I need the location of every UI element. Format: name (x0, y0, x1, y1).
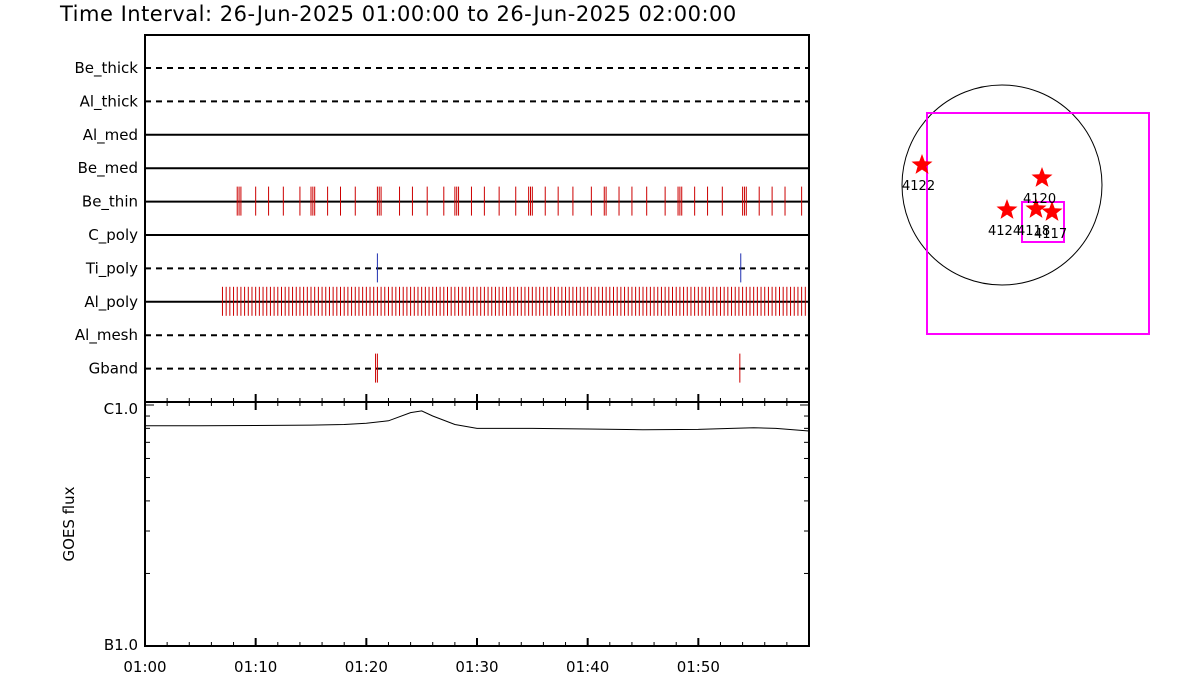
star-icon-4117 (1041, 201, 1063, 221)
solar-disk (901, 84, 1103, 286)
row-label-Al_poly: Al_poly (84, 293, 138, 312)
ar-label-4120: 4120 (1023, 192, 1056, 207)
star-icon-4118 (1025, 198, 1047, 218)
row-label-Gband: Gband (89, 360, 138, 378)
star-icon-4122 (911, 154, 933, 174)
row-label-C_poly: C_poly (88, 226, 138, 245)
x-tick-label-2: 01:20 (345, 658, 388, 676)
x-tick-label-1: 01:10 (234, 658, 277, 676)
row-label-Be_med: Be_med (78, 159, 138, 178)
goes-ylabel: GOES flux (60, 486, 78, 561)
solar-map: 4122 4120 4124 4118 4117 (901, 84, 1150, 335)
star-icon-4124 (996, 199, 1018, 219)
star-icon-4120 (1031, 167, 1053, 187)
goes-ytick-bottom: B1.0 (104, 636, 138, 654)
x-tick-labels: 01:00 01:10 01:20 01:30 01:40 01:50 (123, 658, 720, 676)
row-label-Al_mesh: Al_mesh (75, 326, 138, 345)
x-tick-label-3: 01:30 (455, 658, 498, 676)
timeline-rows: Be_thick Al_thick Al_med Be_med Be_thin C_pol… (74, 59, 809, 383)
x-tick-label-0: 01:00 (123, 658, 166, 676)
active-region-stars (911, 154, 1063, 221)
time-interval-title: Time Interval: 26-Jun-2025 01:00:00 to 2… (60, 2, 737, 26)
row-label-Al_med: Al_med (83, 126, 138, 145)
x-tick-label-5: 01:50 (677, 658, 720, 676)
goes-axes (144, 402, 810, 647)
row-label-Be_thick: Be_thick (74, 59, 138, 78)
row-label-Be_thin: Be_thin (82, 193, 138, 212)
x-tick-label-4: 01:40 (566, 658, 609, 676)
goes-flux-line (145, 410, 810, 432)
ar-label-4118: 4118 (1017, 224, 1050, 239)
ar-label-4117: 4117 (1034, 227, 1067, 242)
ar-label-4122: 4122 (902, 179, 935, 194)
timeline-ticks (144, 394, 810, 402)
fov-small-box (1021, 201, 1065, 243)
goes-ytick-top: C1.0 (104, 400, 138, 418)
row-label-Ti_poly: Ti_poly (85, 259, 138, 278)
ar-label-4124: 4124 (988, 224, 1021, 239)
row-label-Al_thick: Al_thick (80, 92, 139, 111)
goes-frame (144, 401, 810, 647)
fov-large-box (926, 112, 1150, 335)
timeline-frame (144, 34, 810, 403)
